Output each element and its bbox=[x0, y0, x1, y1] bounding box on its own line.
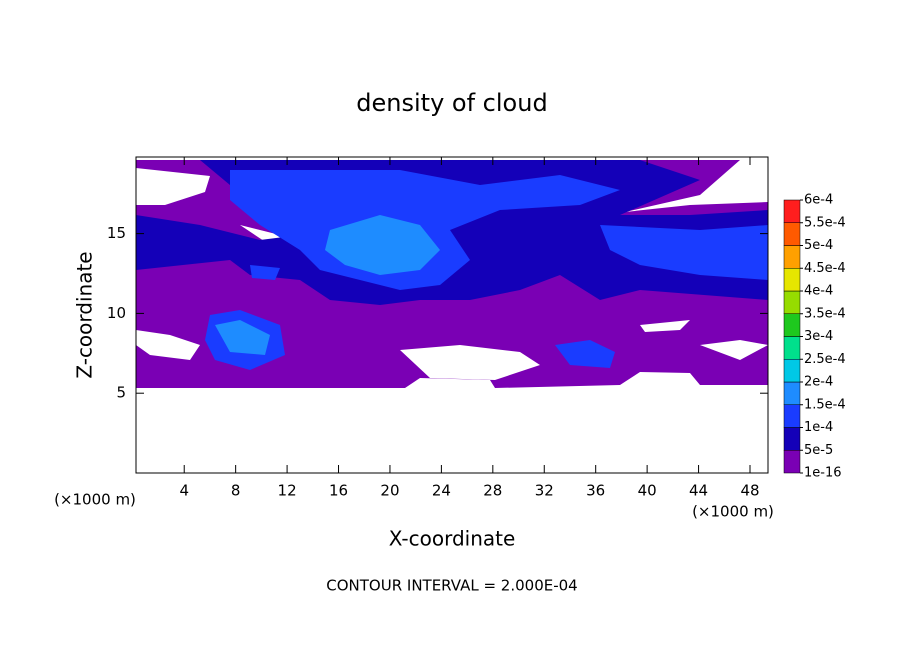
y-tick-label: 15 bbox=[107, 224, 126, 242]
colorbar-band bbox=[783, 381, 801, 405]
colorbar-band bbox=[783, 313, 801, 337]
colorbar-band bbox=[783, 427, 801, 451]
colorbar-label: 1e-16 bbox=[804, 466, 842, 481]
colorbar-label: 1.5e-4 bbox=[804, 397, 846, 412]
colorbar-label: 1e-4 bbox=[804, 420, 833, 435]
colorbar-band bbox=[783, 268, 801, 292]
y-unit: (×1000 m) bbox=[54, 491, 136, 509]
x-tick-label: 20 bbox=[380, 482, 399, 500]
colorbar-band bbox=[783, 404, 801, 428]
contour-note: CONTOUR INTERVAL = 2.000E-04 bbox=[326, 577, 577, 595]
x-tick-label: 16 bbox=[329, 482, 348, 500]
contour-field bbox=[136, 160, 768, 388]
colorbar-band bbox=[783, 450, 801, 474]
x-tick-label: 36 bbox=[586, 482, 605, 500]
y-tick-label: 5 bbox=[116, 384, 126, 402]
colorbar-band bbox=[783, 336, 801, 360]
colorbar-label: 3.5e-4 bbox=[804, 306, 846, 321]
colorbar-label: 2e-4 bbox=[804, 375, 833, 390]
colorbar-label: 5.5e-4 bbox=[804, 215, 846, 230]
x-tick-label: 8 bbox=[231, 482, 241, 500]
colorbar-band bbox=[783, 222, 801, 246]
colorbar-label: 2.5e-4 bbox=[804, 352, 846, 367]
x-tick-label: 28 bbox=[483, 482, 502, 500]
plot-frame bbox=[135, 156, 769, 474]
colorbar-label: 5e-4 bbox=[804, 238, 833, 253]
colorbar-band bbox=[783, 199, 801, 223]
x-unit: (×1000 m) bbox=[692, 503, 774, 521]
colorbar-label: 4e-4 bbox=[804, 284, 833, 299]
x-tick-label: 40 bbox=[638, 482, 657, 500]
colorbar-label: 3e-4 bbox=[804, 329, 833, 344]
colorbar-band bbox=[783, 359, 801, 383]
x-tick-label: 48 bbox=[740, 482, 759, 500]
x-tick-label: 24 bbox=[432, 482, 451, 500]
colorbar-label: 6e-4 bbox=[804, 193, 833, 208]
colorbar-label: 5e-5 bbox=[804, 443, 833, 458]
y-tick-label: 10 bbox=[107, 304, 126, 322]
x-axis-label: X-coordinate bbox=[389, 527, 516, 551]
x-tick-label: 12 bbox=[278, 482, 297, 500]
x-tick-label: 32 bbox=[535, 482, 554, 500]
colorbar-band bbox=[783, 290, 801, 314]
y-axis-label: Z-coordinate bbox=[73, 251, 97, 378]
colorbar-label: 4.5e-4 bbox=[804, 261, 846, 276]
chart-title: density of cloud bbox=[356, 89, 547, 117]
colorbar-band bbox=[783, 245, 801, 269]
x-tick-label: 4 bbox=[179, 482, 189, 500]
x-tick-label: 44 bbox=[689, 482, 708, 500]
